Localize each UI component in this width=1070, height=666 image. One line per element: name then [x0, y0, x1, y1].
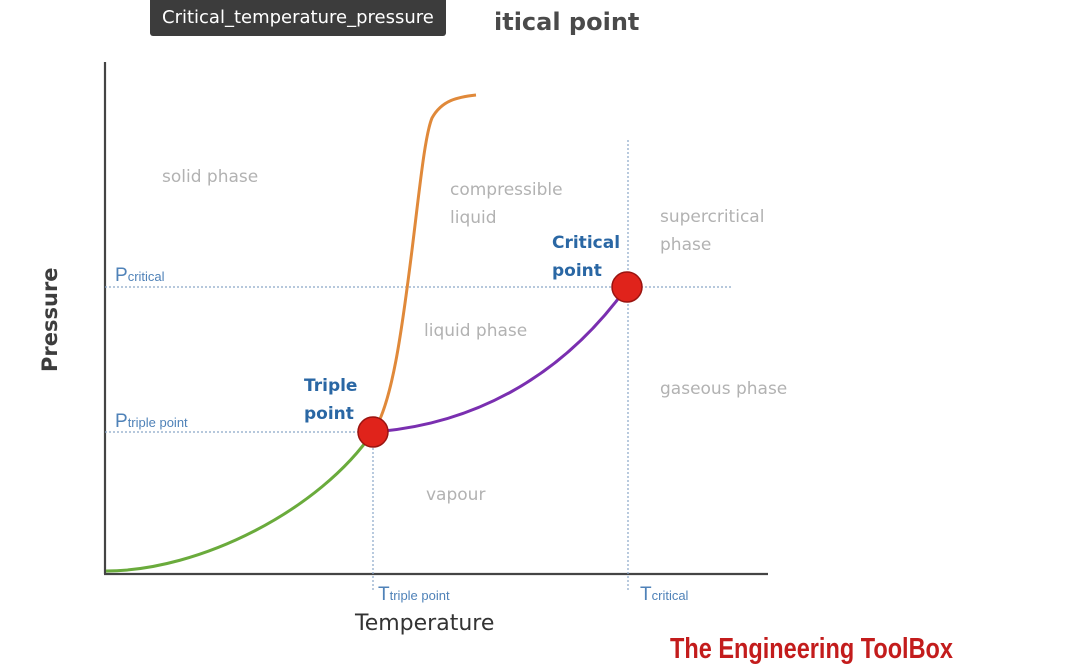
supercritical-phase-label-line2: phase [660, 235, 711, 255]
compressible-liquid-label-line1: compressible [450, 180, 563, 200]
critical-point-marker [611, 271, 643, 303]
triple-point-marker [357, 416, 389, 448]
p-critical-label-sub: critical [128, 269, 165, 284]
p-critical-label: Pcritical [115, 265, 165, 286]
diagram-title: itical point [494, 8, 639, 36]
triple-point-label-line2: point [304, 404, 354, 424]
sublimation-curve [105, 431, 375, 573]
p-triple-label: Ptriple point [115, 411, 188, 432]
solid-phase-label: solid phase [162, 167, 258, 187]
vaporization-curve [372, 286, 629, 434]
t-triple-label: Ttriple point [378, 584, 450, 605]
liquid-phase-label: liquid phase [424, 321, 527, 341]
t-triple-label-main: T [378, 584, 390, 605]
melting-curve [371, 93, 477, 433]
p-triple-label-main: P [115, 411, 128, 432]
p-critical-label-main: P [115, 265, 128, 286]
x-axis-label: Temperature [354, 611, 494, 636]
vapour-label: vapour [426, 485, 485, 505]
triple-point-label-line1: Triple [304, 376, 357, 396]
t-critical-label-sub: critical [652, 588, 689, 603]
tooltip: Critical_temperature_pressure [150, 0, 446, 36]
y-axis-label: Pressure [38, 267, 62, 372]
t-critical-label-main: T [640, 584, 652, 605]
p-triple-label-sub: triple point [128, 415, 188, 430]
gaseous-phase-label: gaseous phase [660, 379, 787, 399]
compressible-liquid-label-line2: liquid [450, 208, 497, 228]
t-critical-label: Tcritical [640, 584, 689, 605]
critical-point-label-line1: Critical [552, 233, 620, 253]
critical-point-label-line2: point [552, 261, 602, 281]
t-triple-label-sub: triple point [390, 588, 450, 603]
brand-logo-text: The Engineering ToolBox [670, 633, 953, 665]
supercritical-phase-label-line1: supercritical [660, 207, 764, 227]
